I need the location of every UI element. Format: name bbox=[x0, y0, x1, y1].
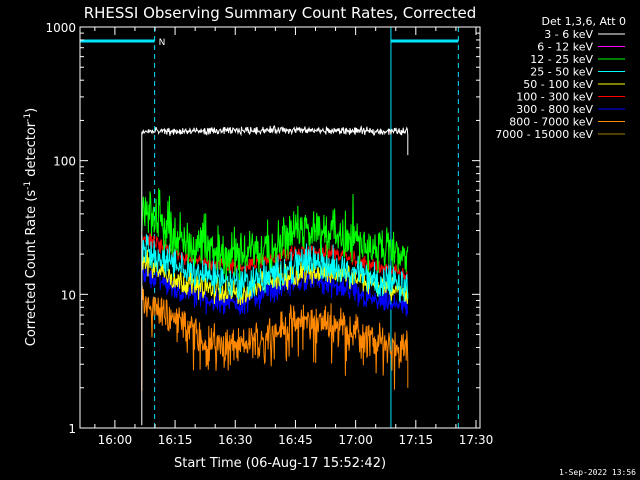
x-tick-label-0: 16:00 bbox=[98, 433, 133, 447]
night-label: N bbox=[159, 38, 166, 48]
legend-label-2: 12 - 25 keV bbox=[530, 53, 593, 66]
x-tick-label-6: 17:30 bbox=[459, 433, 494, 447]
series-line-4 bbox=[141, 249, 409, 305]
y-axis-label: Corrected Count Rate (s-1 detector-1) bbox=[23, 108, 39, 346]
legend-label-4: 50 - 100 keV bbox=[523, 78, 593, 91]
legend-label-5: 100 - 300 keV bbox=[516, 91, 593, 104]
chart-title: RHESSI Observing Summary Count Rates, Co… bbox=[84, 4, 477, 22]
series-line-5 bbox=[141, 232, 409, 280]
legend-label-7: 800 - 7000 keV bbox=[509, 116, 593, 129]
y-axis-label-part2: detector bbox=[24, 121, 39, 181]
legend-label-6: 300 - 800 keV bbox=[516, 103, 593, 116]
y-tick-label-3: 1000 bbox=[45, 21, 76, 35]
y-axis-label-part1: Corrected Count Rate (s bbox=[24, 190, 39, 347]
x-tick-label-4: 17:00 bbox=[338, 433, 373, 447]
footer-date: 1-Sep-2022 13:56 bbox=[559, 468, 636, 477]
y-axis-label-sup1: -1 bbox=[23, 181, 33, 190]
legend-label-3: 25 - 50 keV bbox=[530, 66, 593, 79]
x-tick-label-2: 16:30 bbox=[218, 433, 253, 447]
x-tick-label-3: 16:45 bbox=[278, 433, 313, 447]
y-axis-label-part3: ) bbox=[24, 108, 39, 113]
axes: 16:00 16:15 16:30 16:45 17:00 17:15 17:30 1 10 10… bbox=[45, 21, 493, 447]
series-line-7 bbox=[141, 286, 409, 391]
series-line-3 bbox=[141, 234, 409, 304]
x-axis-label: Start Time (06-Aug-17 15:52:42) bbox=[174, 456, 386, 471]
y-tick-label-2: 100 bbox=[53, 155, 76, 169]
series-line-0 bbox=[141, 125, 409, 426]
legend-label-0: 3 - 6 keV bbox=[544, 28, 593, 41]
legend-label-1: 6 - 12 keV bbox=[537, 41, 593, 54]
y-tick-label-0: 1 bbox=[68, 422, 76, 436]
x-tick-label-5: 17:15 bbox=[399, 433, 434, 447]
y-axis-label-sup2: -1 bbox=[23, 113, 33, 122]
plot-frame bbox=[79, 26, 481, 429]
x-tick-label-1: 16:15 bbox=[158, 433, 193, 447]
plot-area: N bbox=[79, 27, 459, 428]
legend-title: Det 1,3,6, Att 0 bbox=[542, 15, 626, 28]
legend-label-8: 7000 - 15000 keV bbox=[495, 128, 593, 141]
series-line-2 bbox=[141, 188, 409, 280]
y-tick-label-1: 10 bbox=[61, 288, 76, 302]
